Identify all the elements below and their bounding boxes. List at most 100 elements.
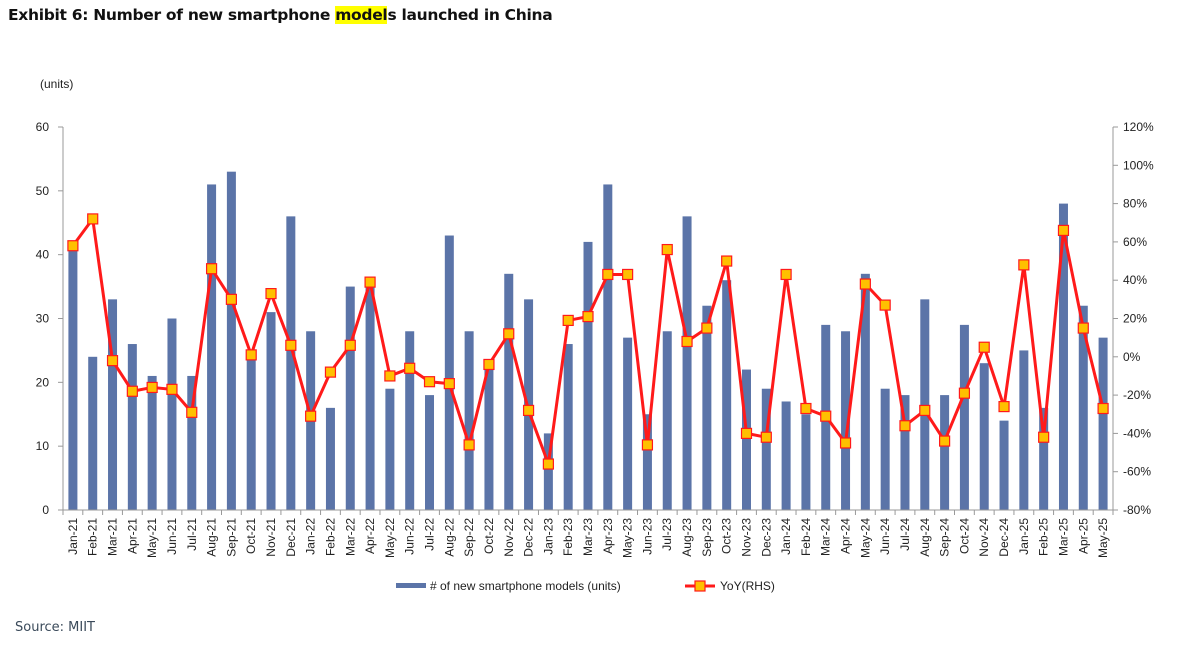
title-highlight: model bbox=[335, 6, 388, 24]
yoy-marker-Jan-21 bbox=[67, 240, 79, 252]
bar-Oct-23 bbox=[722, 280, 732, 510]
bar-May-24 bbox=[860, 273, 870, 510]
title-prefix: Exhibit 6: Number of new smartphone bbox=[8, 6, 336, 24]
yoy-marker-Sep-23 bbox=[701, 322, 713, 334]
yoy-marker-Dec-24 bbox=[998, 400, 1010, 413]
x-tick-label: Sep-21 bbox=[224, 518, 238, 557]
x-tick-label: Dec-23 bbox=[759, 518, 773, 557]
left-tick-label: 40 bbox=[36, 248, 50, 262]
left-tick-label: 10 bbox=[36, 439, 50, 453]
x-tick-label: Jan-21 bbox=[66, 518, 80, 555]
yoy-marker-May-21 bbox=[146, 381, 158, 394]
x-tick-label: Oct-23 bbox=[720, 518, 734, 554]
bar-Sep-21 bbox=[226, 171, 236, 510]
yoy-marker-Jul-24 bbox=[899, 420, 911, 432]
left-tick-label: 20 bbox=[36, 375, 50, 389]
x-tick-label: Nov-21 bbox=[264, 518, 278, 557]
legend-bar-swatch bbox=[396, 583, 426, 588]
yoy-marker-Jan-24 bbox=[780, 268, 792, 281]
source-note: Source: MIIT bbox=[15, 620, 95, 635]
bar-series bbox=[68, 171, 1108, 511]
title-suffix: s launched in China bbox=[387, 6, 553, 24]
bar-Aug-22 bbox=[444, 235, 454, 510]
yoy-marker-Mar-21 bbox=[106, 355, 119, 367]
y-unit-label: (units) bbox=[40, 77, 73, 91]
bar-Feb-23 bbox=[563, 344, 573, 510]
x-tick-label: Jan-25 bbox=[1017, 518, 1031, 555]
right-tick-label: 40% bbox=[1123, 273, 1147, 287]
x-tick-label: Jun-24 bbox=[878, 518, 892, 555]
x-tick-label: Mar-23 bbox=[581, 518, 595, 556]
x-tick-label: Oct-21 bbox=[244, 518, 258, 554]
x-tick-label: May-25 bbox=[1096, 518, 1110, 558]
bar-May-25 bbox=[1098, 337, 1108, 510]
yoy-marker-Jul-21 bbox=[186, 406, 198, 418]
line-series bbox=[67, 213, 1109, 470]
yoy-marker-Oct-23 bbox=[721, 255, 733, 267]
yoy-marker-Nov-21 bbox=[265, 288, 277, 300]
bar-Apr-25 bbox=[1078, 305, 1088, 510]
yoy-marker-Apr-23 bbox=[602, 268, 614, 281]
yoy-marker-Feb-22 bbox=[324, 366, 337, 378]
yoy-marker-May-23 bbox=[622, 268, 634, 281]
legend-marker-swatch bbox=[694, 580, 706, 592]
bar-May-21 bbox=[147, 375, 157, 510]
bar-Jan-21 bbox=[68, 248, 78, 511]
yoy-marker-Apr-25 bbox=[1077, 322, 1089, 334]
right-tick-label: -60% bbox=[1123, 465, 1151, 479]
legend-bar-label: # of new smartphone models (units) bbox=[430, 579, 621, 593]
x-tick-label: May-23 bbox=[621, 518, 635, 558]
x-tick-label: Jun-23 bbox=[640, 518, 654, 555]
yoy-marker-Apr-22 bbox=[364, 276, 376, 288]
yoy-marker-Jun-24 bbox=[879, 299, 891, 311]
x-tick-label: Sep-24 bbox=[938, 518, 952, 557]
right-tick-label: -20% bbox=[1123, 388, 1151, 402]
x-tick-label: Jan-22 bbox=[304, 518, 318, 555]
x-tick-label: Nov-24 bbox=[977, 518, 991, 557]
yoy-marker-Jun-21 bbox=[166, 383, 178, 395]
x-tick-label: Dec-21 bbox=[284, 518, 298, 557]
bar-Dec-24 bbox=[999, 420, 1009, 510]
yoy-marker-Dec-21 bbox=[285, 339, 297, 351]
right-tick-label: -80% bbox=[1123, 503, 1151, 517]
bar-Nov-24 bbox=[979, 363, 989, 510]
x-tick-label: Feb-23 bbox=[561, 518, 575, 556]
yoy-marker-Sep-21 bbox=[225, 293, 237, 305]
x-tick-label: Jun-21 bbox=[165, 518, 179, 555]
x-tick-label: Oct-22 bbox=[482, 518, 496, 554]
yoy-marker-Dec-22 bbox=[522, 404, 535, 417]
x-tick-label: Aug-24 bbox=[918, 518, 932, 557]
x-tick-label: May-22 bbox=[383, 518, 397, 558]
x-tick-label: Dec-22 bbox=[522, 518, 536, 557]
x-tick-label: Jan-24 bbox=[779, 518, 793, 555]
bar-Jun-21 bbox=[167, 318, 177, 510]
bar-Jul-24 bbox=[900, 395, 910, 510]
x-tick-label: Feb-22 bbox=[323, 518, 337, 556]
x-tick-label: Apr-22 bbox=[363, 518, 377, 554]
x-tick-label: Mar-24 bbox=[819, 518, 833, 556]
x-tick-label: Aug-22 bbox=[442, 518, 456, 557]
yoy-marker-Jan-25 bbox=[1018, 259, 1030, 271]
bar-Feb-24 bbox=[801, 414, 811, 510]
x-tick-label: Nov-23 bbox=[739, 518, 753, 557]
x-tick-label: Jul-24 bbox=[898, 518, 912, 551]
bar-Aug-21 bbox=[207, 184, 217, 510]
yoy-marker-Feb-23 bbox=[562, 314, 574, 327]
yoy-marker-Feb-25 bbox=[1038, 431, 1050, 443]
x-tick-label: Jul-21 bbox=[185, 518, 199, 551]
x-tick-label: Sep-23 bbox=[700, 518, 714, 557]
bar-Apr-22 bbox=[365, 286, 375, 510]
yoy-marker-Mar-23 bbox=[582, 310, 594, 323]
yoy-marker-Jul-23 bbox=[661, 243, 673, 256]
yoy-marker-Dec-23 bbox=[760, 431, 772, 443]
yoy-marker-Jan-23 bbox=[542, 458, 554, 470]
bar-May-23 bbox=[623, 337, 633, 510]
yoy-marker-Feb-21 bbox=[87, 213, 99, 225]
bar-Oct-21 bbox=[246, 356, 256, 510]
bar-Oct-22 bbox=[484, 369, 494, 510]
yoy-marker-Aug-21 bbox=[205, 263, 218, 275]
yoy-marker-Apr-21 bbox=[126, 385, 138, 397]
yoy-marker-Sep-24 bbox=[939, 435, 951, 447]
bar-Aug-23 bbox=[682, 216, 692, 510]
